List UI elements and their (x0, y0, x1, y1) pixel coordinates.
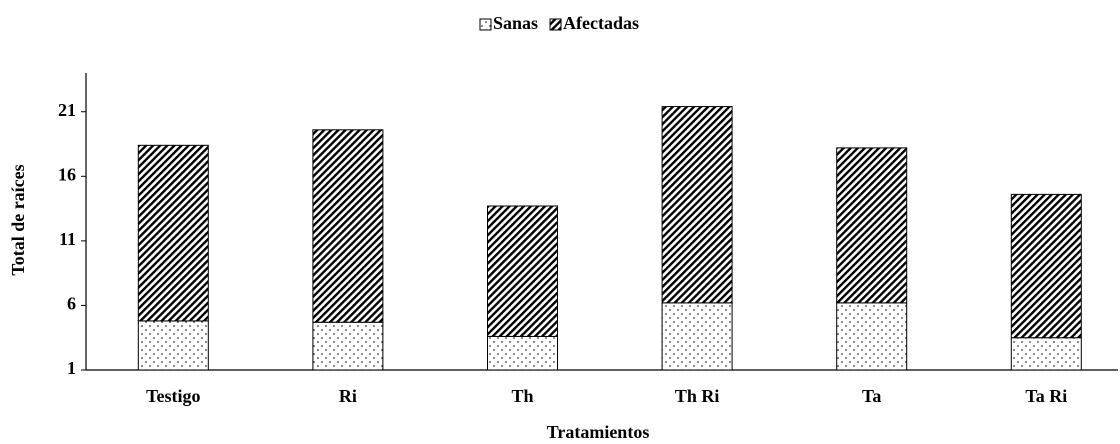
bar-segment (137, 320, 209, 371)
x-axis-label: Tratamientos (547, 422, 650, 442)
bar-segment (312, 321, 384, 371)
x-tick-label: Ta Ri (1025, 386, 1067, 406)
legend-label: Sanas (493, 13, 538, 33)
bar-segment (487, 205, 558, 337)
bar-segment (487, 335, 558, 371)
legend-label: Afectadas (563, 13, 639, 33)
x-tick-label: Ri (339, 386, 357, 406)
x-tick-label: Th (511, 386, 533, 406)
bar-segment (1010, 337, 1082, 371)
y-axis-label: Total de raíces (8, 164, 28, 275)
y-tick-label: 6 (67, 294, 76, 314)
bar-segment (661, 302, 733, 371)
x-tick-label: Th Ri (675, 386, 720, 406)
y-tick-label: 11 (59, 229, 76, 249)
x-tick-label: Ta (862, 386, 881, 406)
y-tick-label: 1 (67, 358, 76, 378)
bar-segment (137, 144, 209, 322)
x-tick-label: Testigo (146, 386, 200, 406)
legend-swatch (479, 18, 492, 31)
legend-swatch (549, 18, 562, 31)
bar-segment (836, 302, 908, 371)
bar-segment (836, 147, 908, 304)
bar-segment (661, 106, 733, 304)
y-tick-label: 16 (58, 164, 76, 184)
bar-segment (1010, 193, 1082, 339)
bar-segment (312, 129, 384, 323)
y-tick-label: 21 (58, 100, 76, 120)
